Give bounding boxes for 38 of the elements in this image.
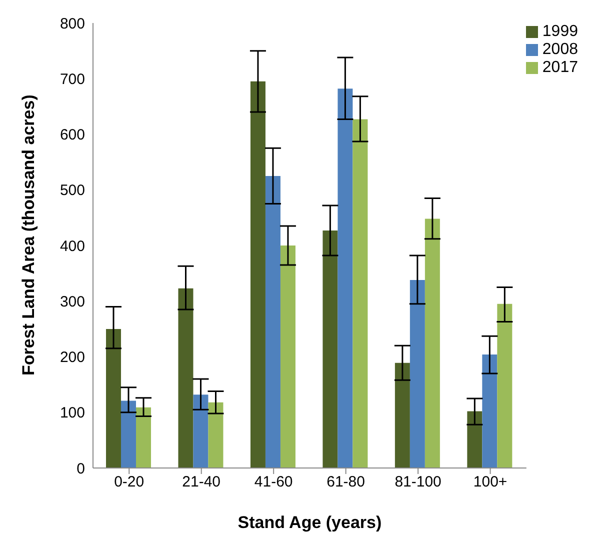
bar	[424, 218, 440, 468]
bar	[394, 362, 410, 468]
bar	[352, 119, 368, 468]
bar	[106, 328, 121, 468]
x-tick-label: 81-100	[394, 474, 442, 491]
bar	[136, 407, 151, 468]
bar	[265, 176, 280, 468]
legend-label: 2008	[542, 41, 578, 58]
bar	[280, 246, 296, 468]
y-tick-label: 500	[60, 182, 85, 200]
x-tick-label: 41-60	[254, 474, 293, 491]
bar	[178, 288, 194, 468]
y-tick-label: 800	[60, 15, 85, 32]
x-tick-label: 21-40	[182, 474, 221, 491]
bar	[208, 402, 224, 468]
legend-label: 1999	[542, 23, 578, 40]
y-tick-label: 600	[60, 126, 85, 144]
bar	[322, 230, 338, 468]
x-tick-label: 61-80	[326, 474, 366, 491]
y-tick-label: 400	[60, 238, 85, 255]
y-tick-label: 200	[60, 349, 85, 366]
bar	[338, 88, 353, 468]
y-tick-label: 300	[60, 293, 85, 310]
y-tick-label: 700	[60, 70, 85, 88]
y-tick-label: 100	[60, 404, 85, 422]
x-tick-label: 0-20	[114, 474, 144, 491]
y-tick-label: 0	[76, 460, 85, 478]
bar	[193, 394, 208, 468]
y-axis-title: Forest Land Area (thousand acres)	[19, 94, 38, 376]
x-tick-label: 100+	[473, 474, 508, 491]
legend-label: 2017	[542, 59, 578, 76]
x-axis-title: Stand Age (years)	[238, 513, 382, 532]
bar	[467, 411, 482, 468]
bar	[121, 400, 136, 468]
bar	[482, 354, 498, 468]
bar	[250, 81, 266, 468]
bar	[410, 280, 425, 468]
bar	[497, 304, 512, 468]
